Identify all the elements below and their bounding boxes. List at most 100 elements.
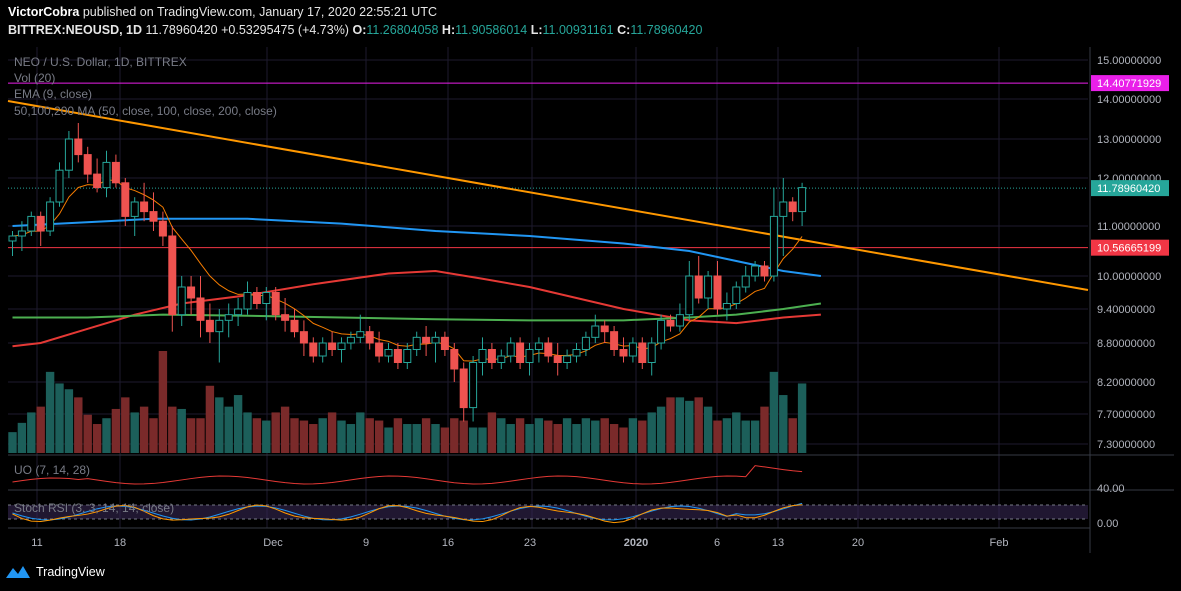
candle-body	[591, 325, 600, 338]
volume-bar	[384, 427, 393, 453]
candle-body	[534, 342, 543, 350]
volume-bar	[280, 406, 290, 453]
ma50-line	[12, 269, 821, 348]
candle-body	[281, 314, 290, 321]
volume-bar	[36, 406, 45, 453]
uo-tick-label: 40.00	[1097, 483, 1125, 495]
ma100-line	[12, 217, 822, 277]
candle-body	[102, 161, 111, 189]
candle-body	[252, 292, 261, 304]
volume-bar	[600, 418, 609, 453]
price-label-text: 10.56665199	[1097, 243, 1161, 255]
volume-bar	[233, 395, 243, 453]
volume-bar	[243, 412, 252, 453]
candle-body	[271, 292, 280, 316]
candle-body	[487, 349, 496, 363]
candle-body	[205, 319, 214, 333]
legend-ema: EMA (9, close)	[14, 87, 92, 101]
volume-bar	[750, 420, 760, 453]
tradingview-brand[interactable]: TradingView	[6, 564, 105, 580]
tradingview-logo-icon	[6, 566, 30, 578]
candle-body	[337, 342, 346, 350]
legend: NEO / U.S. Dollar, 1D, BITTREX Vol (20) …	[14, 55, 277, 515]
volume-bar	[327, 412, 337, 453]
volume-bar	[309, 424, 318, 453]
volume-bar	[788, 418, 797, 453]
candle-body	[215, 319, 224, 333]
candle-body	[384, 349, 393, 357]
volume-bar	[168, 406, 177, 453]
candle-body	[55, 169, 64, 203]
axes: 15.0000000014.0000000013.0000000012.0000…	[8, 47, 1169, 553]
candle-body	[704, 275, 713, 299]
volume-bar	[130, 412, 139, 453]
candle-body	[769, 215, 778, 277]
candle-body	[158, 220, 167, 237]
indicator-panes	[8, 454, 1174, 524]
volume-bar	[525, 424, 534, 453]
volume-bar	[74, 397, 83, 453]
legend-vol: Vol (20)	[14, 71, 55, 85]
price-tick-label: 11.00000000	[1097, 221, 1160, 233]
time-tick-label: 9	[363, 537, 369, 549]
candle-body	[111, 161, 120, 184]
candle-body	[422, 336, 431, 344]
volume-bar	[553, 424, 562, 453]
price-tick-label: 14.00000000	[1097, 94, 1161, 106]
volume-bar	[675, 397, 685, 453]
volume-bar	[685, 400, 694, 453]
volume-bar	[8, 432, 17, 453]
time-tick-label: 2020	[624, 537, 648, 549]
candle-body	[478, 349, 487, 363]
candle-body	[365, 331, 374, 344]
uo-line	[12, 465, 803, 485]
candle-body	[140, 201, 149, 213]
candle-body	[450, 349, 459, 370]
time-tick-label: 13	[772, 537, 784, 549]
candle-body	[393, 349, 402, 363]
legend-title: NEO / U.S. Dollar, 1D, BITTREX	[14, 55, 187, 69]
candle-body	[149, 211, 158, 222]
volume-bar	[732, 412, 741, 453]
volume-bar	[797, 383, 807, 453]
candle-body	[506, 342, 515, 357]
volume-bar	[515, 418, 525, 453]
volume-bar	[609, 424, 619, 453]
volume-bar	[468, 427, 478, 453]
candle-body	[516, 342, 525, 363]
author-name[interactable]: VictorCobra	[8, 5, 80, 19]
candle-body	[234, 308, 243, 316]
volume-bar	[271, 412, 280, 453]
volume-bar	[111, 408, 121, 453]
volume-bar	[139, 406, 149, 453]
candle-body	[64, 138, 73, 171]
volume-bar	[121, 397, 130, 453]
candle-body	[619, 349, 628, 357]
volume-bar	[769, 371, 779, 453]
open-value: 11.26804058	[366, 23, 439, 37]
candle-body	[779, 201, 788, 217]
price-label-text: 14.40771929	[1097, 78, 1161, 90]
candle-body	[563, 355, 572, 363]
price-label-box	[1091, 180, 1169, 197]
candle-body	[196, 297, 205, 321]
close-value: 11.78960420	[630, 23, 703, 37]
candle-body	[666, 319, 675, 327]
candle-body	[741, 275, 750, 288]
brand-label: TradingView	[36, 565, 105, 579]
candle-body	[346, 336, 355, 344]
volume-bar	[487, 412, 497, 453]
candle-body	[130, 201, 139, 217]
volume-bar	[722, 418, 732, 453]
volume-bar	[374, 420, 384, 453]
price-tick-label: 9.40000000	[1097, 304, 1155, 316]
price-tick-label: 15.00000000	[1097, 55, 1161, 67]
candle-body	[600, 325, 609, 333]
price-label-text: 11.78960420	[1097, 183, 1160, 195]
candle-body	[83, 154, 92, 175]
volume-bar	[534, 418, 544, 453]
volume-bar	[55, 383, 64, 453]
volume-bar	[252, 418, 262, 453]
candle-body	[46, 201, 55, 232]
